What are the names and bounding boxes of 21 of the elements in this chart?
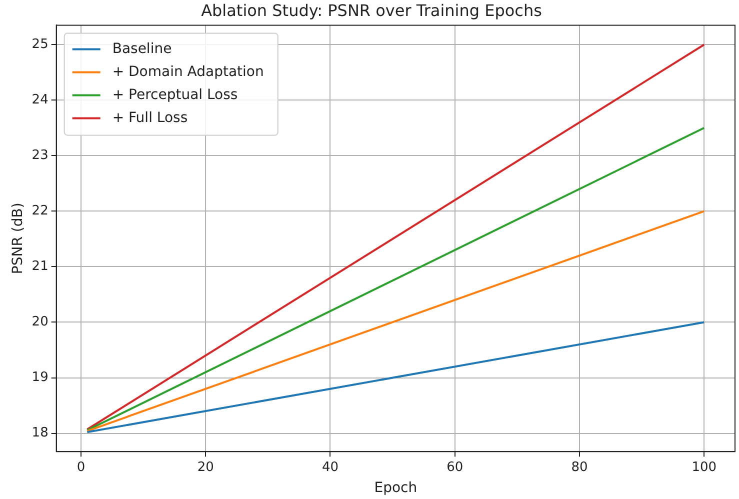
y-tick-label: 20 bbox=[32, 314, 48, 330]
x-tick-label: 80 bbox=[571, 460, 588, 475]
x-tick-label: 60 bbox=[446, 460, 464, 475]
y-tick-label: 18 bbox=[32, 426, 48, 441]
legend-label: + Perceptual Loss bbox=[112, 86, 238, 103]
legend-label: + Domain Adaptation bbox=[112, 64, 264, 80]
x-axis-title: Epoch bbox=[374, 480, 418, 496]
chart-title: Ablation Study: PSNR over Training Epochs bbox=[201, 0, 542, 20]
y-tick-label: 25 bbox=[32, 37, 48, 52]
y-tick-label: 22 bbox=[32, 204, 48, 219]
legend-label: Baseline bbox=[112, 40, 172, 57]
x-tick-label: 20 bbox=[197, 460, 214, 475]
y-tick-label: 24 bbox=[32, 92, 48, 108]
x-tick-label: 40 bbox=[322, 460, 339, 475]
y-tick-label: 21 bbox=[32, 259, 48, 274]
x-tick-label: 0 bbox=[76, 460, 86, 475]
y-tick-label: 23 bbox=[32, 148, 48, 164]
x-tick-label: 100 bbox=[692, 460, 717, 475]
y-tick-label: 19 bbox=[32, 370, 48, 386]
y-axis-title: PSNR (dB) bbox=[10, 202, 26, 274]
legend-label: + Full Loss bbox=[112, 110, 188, 126]
